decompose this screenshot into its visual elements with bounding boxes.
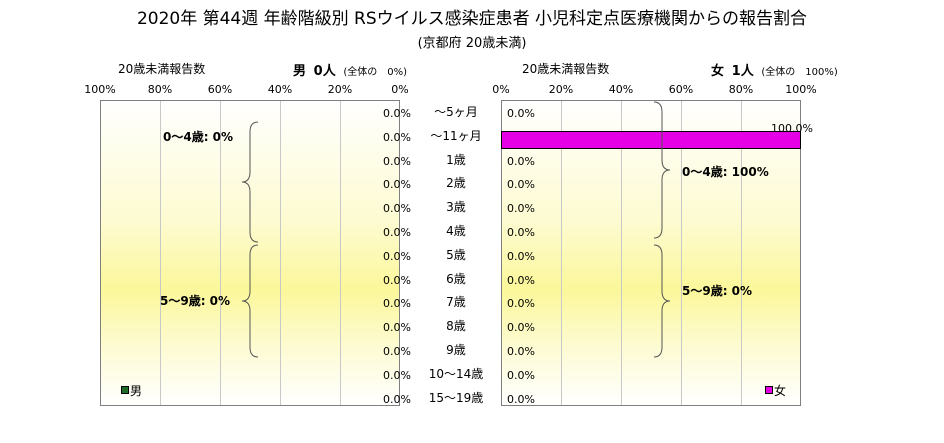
female-value-label: 0.0%: [507, 392, 535, 406]
female-tick-label: 20%: [548, 83, 574, 96]
gridline: [621, 101, 622, 405]
female-value-label: 0.0%: [507, 154, 535, 168]
female-tick-label: 100%: [785, 83, 817, 96]
female-legend-label: 女: [773, 384, 786, 398]
male-value-label: 0.0%: [383, 154, 411, 168]
male-value-label: 0.0%: [383, 107, 411, 120]
male-tick-label: 60%: [207, 83, 233, 96]
chart-title: 2020年 第44週 年齢階級別 RSウイルス感染症患者 小児科定点医療機関から…: [136, 9, 808, 29]
female-value-label: 0.0%: [507, 345, 535, 358]
male-tick-label: 40%: [267, 83, 293, 96]
female-count: 1人: [731, 64, 754, 79]
age-category-label: 7歳: [446, 295, 466, 310]
gridline: [340, 101, 341, 405]
female-legend-swatch: [764, 386, 773, 394]
male-tick-label: 0%: [391, 83, 409, 96]
age-category-label: 2歳: [446, 176, 466, 191]
male-group-5-9: 5～9歳: 0%: [160, 294, 231, 308]
male-value-label: 0.0%: [383, 321, 411, 335]
male-share: (全体の 0%): [343, 67, 408, 78]
female-sex-label: 女: [711, 64, 725, 79]
female-plot-area: 女: [501, 100, 801, 406]
age-category-label: 9歳: [446, 343, 466, 357]
male-value-label: 0.0%: [383, 202, 411, 216]
male-brace-5-9: [241, 244, 259, 358]
male-value-label: 0.0%: [383, 178, 411, 192]
male-value-label: 0.0%: [383, 368, 411, 382]
male-count: 0人: [313, 64, 336, 79]
female-brace-0-4: [653, 101, 671, 239]
female-header: 女 1人 (全体の 100%): [711, 60, 838, 79]
female-count-label: 20歳未満報告数: [522, 62, 610, 76]
female-value-label: 0.0%: [507, 226, 535, 239]
female-group-0-4: 0～4歳: 100%: [682, 165, 769, 179]
chart-subtitle: (京都府 20歳未満): [417, 36, 527, 51]
male-legend-label: 男: [130, 384, 143, 398]
female-tick-label: 0%: [492, 83, 510, 96]
female-tick-label: 60%: [668, 83, 694, 96]
male-header: 男 0人 (全体の 0%): [293, 60, 407, 79]
male-value-label: 0.0%: [383, 226, 411, 239]
gridline: [741, 101, 742, 405]
female-bar: [501, 130, 801, 149]
gridline: [220, 101, 221, 405]
female-tick-label: 80%: [728, 83, 754, 96]
female-value-label: 0.0%: [507, 368, 535, 382]
age-category-label: ～11ヶ月: [430, 128, 482, 143]
male-value-label: 0.0%: [383, 345, 411, 358]
male-value-label: 0.0%: [383, 392, 411, 406]
male-value-label: 0.0%: [383, 297, 411, 311]
age-category-label: 8歳: [446, 319, 466, 334]
male-tick-label: 100%: [84, 83, 116, 96]
male-count-label: 20歳未満報告数: [118, 62, 206, 76]
male-sex-label: 男: [293, 64, 307, 79]
female-value-label: 100.0%: [771, 121, 813, 135]
gridline: [160, 101, 161, 405]
female-legend: 女: [764, 382, 786, 399]
age-category-label: 10～14歳: [428, 366, 484, 381]
female-value-label: 0.0%: [507, 297, 535, 311]
age-category-label: 3歳: [446, 200, 466, 215]
male-value-label: 0.0%: [383, 273, 411, 287]
age-category-label: ～5ヶ月: [434, 105, 478, 119]
female-value-label: 0.0%: [507, 107, 535, 120]
gridline: [561, 101, 562, 405]
female-group-5-9: 5～9歳: 0%: [682, 284, 753, 298]
female-share: (全体の 100%): [761, 67, 838, 78]
gridline: [681, 101, 682, 405]
male-legend: 男: [121, 382, 142, 399]
age-category-label: 5歳: [446, 247, 466, 262]
male-group-0-4: 0～4歳: 0%: [163, 130, 234, 144]
age-category-label: 4歳: [446, 224, 466, 238]
male-legend-swatch: [121, 386, 129, 394]
age-category-label: 1歳: [446, 152, 466, 167]
female-tick-label: 40%: [608, 83, 634, 96]
age-category-label: 15～19歳: [428, 390, 484, 405]
male-tick-label: 20%: [327, 83, 353, 96]
male-tick-label: 80%: [147, 83, 173, 96]
female-value-label: 0.0%: [507, 273, 535, 287]
age-category-label: 6歳: [446, 271, 466, 286]
female-brace-5-9: [653, 244, 671, 358]
female-value-label: 0.0%: [507, 178, 535, 192]
female-value-label: 0.0%: [507, 249, 535, 263]
gridline: [280, 101, 281, 405]
male-value-label: 0.0%: [383, 249, 411, 263]
female-value-label: 0.0%: [507, 321, 535, 335]
male-brace-0-4: [241, 121, 259, 243]
male-value-label: 0.0%: [383, 130, 411, 144]
female-value-label: 0.0%: [507, 202, 535, 216]
